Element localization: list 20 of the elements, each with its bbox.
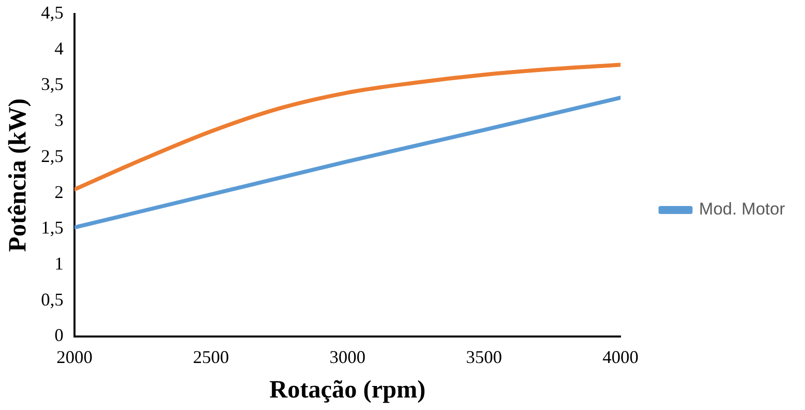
x-tick-label: 2000 (56, 346, 92, 367)
legend-label: Mod. Motor (699, 200, 786, 219)
x-axis-title: Rotação (rpm) (269, 376, 426, 404)
y-tick-label: 0 (54, 325, 64, 346)
y-tick-label: 3,5 (41, 74, 64, 94)
y-tick-label: 3 (54, 110, 64, 130)
y-axis-title: Potência (kW) (4, 98, 32, 252)
x-tick-label: 3500 (466, 346, 502, 367)
line-series (74, 62, 621, 192)
y-tick-label: 4,5 (41, 2, 64, 23)
line-series (74, 96, 621, 230)
y-tick-label: 2 (54, 182, 64, 202)
y-tick-label: 1,5 (41, 218, 64, 238)
y-tick-label: 0,5 (41, 289, 64, 310)
y-tick-label: 1 (54, 253, 64, 274)
y-tick-label: 4 (54, 38, 64, 58)
y-tick-label: 2,5 (41, 146, 64, 166)
x-tick-label: 4000 (602, 346, 639, 367)
x-tick-label: 2500 (193, 346, 230, 367)
x-tick-label: 3000 (330, 346, 366, 367)
